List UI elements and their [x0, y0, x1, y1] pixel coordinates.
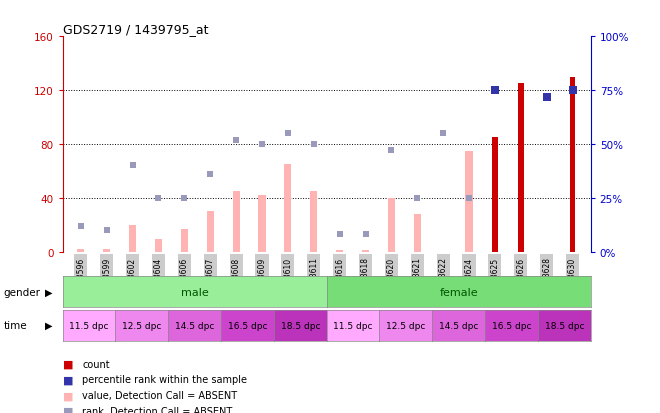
Text: ■: ■: [63, 375, 73, 385]
Text: count: count: [82, 359, 110, 369]
Text: GDS2719 / 1439795_at: GDS2719 / 1439795_at: [63, 23, 208, 36]
Text: ■: ■: [63, 359, 73, 369]
Bar: [181, 229, 188, 252]
Bar: [518, 84, 524, 252]
Text: female: female: [440, 287, 478, 297]
Bar: [103, 249, 110, 252]
Text: gender: gender: [3, 287, 40, 297]
Text: ▶: ▶: [45, 287, 52, 297]
Bar: [259, 196, 265, 252]
Text: 11.5 dpc: 11.5 dpc: [69, 321, 109, 330]
Text: 12.5 dpc: 12.5 dpc: [386, 321, 426, 330]
Bar: [232, 192, 240, 252]
Bar: [310, 192, 317, 252]
Bar: [362, 251, 369, 252]
Bar: [388, 198, 395, 252]
Bar: [284, 165, 292, 252]
Text: male: male: [181, 287, 209, 297]
Text: 12.5 dpc: 12.5 dpc: [122, 321, 162, 330]
Text: 14.5 dpc: 14.5 dpc: [175, 321, 214, 330]
Bar: [570, 77, 576, 252]
Text: percentile rank within the sample: percentile rank within the sample: [82, 375, 248, 385]
Text: ▶: ▶: [45, 320, 52, 330]
Text: ■: ■: [63, 406, 73, 413]
Text: time: time: [3, 320, 27, 330]
Text: rank, Detection Call = ABSENT: rank, Detection Call = ABSENT: [82, 406, 233, 413]
Bar: [414, 214, 421, 252]
Text: 18.5 dpc: 18.5 dpc: [544, 321, 584, 330]
Text: 11.5 dpc: 11.5 dpc: [333, 321, 373, 330]
Bar: [207, 211, 214, 252]
Bar: [129, 225, 136, 252]
Text: value, Detection Call = ABSENT: value, Detection Call = ABSENT: [82, 390, 238, 400]
Bar: [77, 249, 84, 252]
Text: ■: ■: [63, 390, 73, 400]
Bar: [465, 151, 473, 252]
Text: 18.5 dpc: 18.5 dpc: [280, 321, 320, 330]
Bar: [336, 251, 343, 252]
Text: 16.5 dpc: 16.5 dpc: [492, 321, 531, 330]
Bar: [492, 138, 498, 252]
Text: 16.5 dpc: 16.5 dpc: [228, 321, 267, 330]
Bar: [155, 240, 162, 252]
Text: 14.5 dpc: 14.5 dpc: [439, 321, 478, 330]
